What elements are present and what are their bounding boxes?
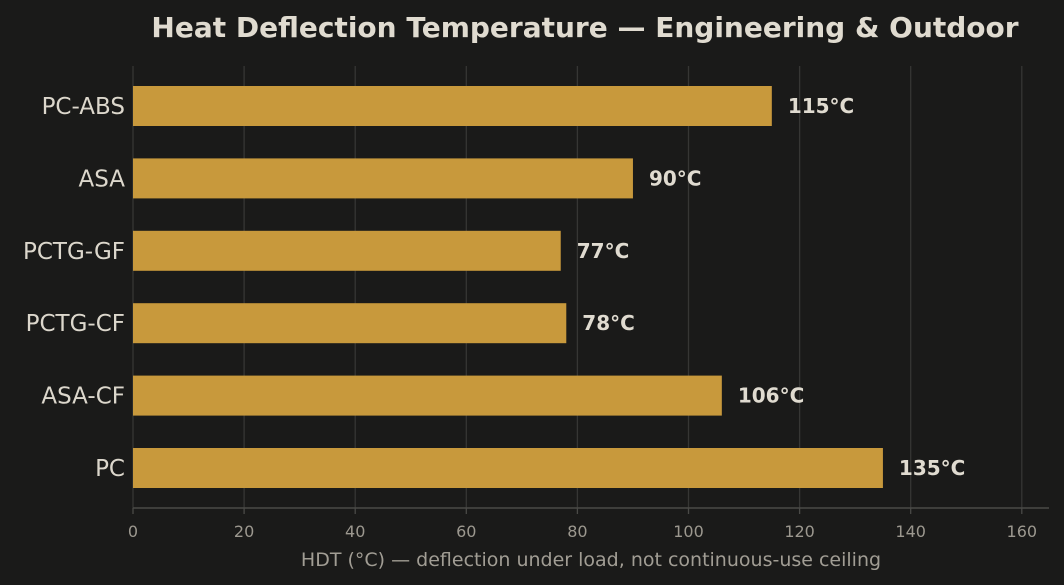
x-axis-label: HDT (°C) — deflection under load, not co…: [301, 549, 881, 571]
category-label-pctg-gf: PCTG-GF: [23, 239, 125, 265]
value-label-pctg-gf: 77°C: [577, 239, 630, 263]
bar-pc: [133, 448, 883, 488]
bar-pctg-cf: [133, 303, 567, 344]
value-label-pc-abs: 115°C: [788, 94, 854, 118]
category-label-asa: ASA: [79, 166, 126, 192]
category-label-pctg-cf: PCTG-CF: [26, 311, 125, 337]
category-labels: PC-ABS ASA PCTG-GF PCTG-CF ASA-CF PC: [23, 94, 125, 482]
bars: [133, 86, 883, 488]
x-tick-label-60: 60: [456, 522, 476, 541]
x-tick-label-0: 0: [128, 522, 138, 541]
category-label-pc-abs: PC-ABS: [42, 94, 125, 120]
value-label-asa: 90°C: [649, 166, 702, 190]
bar-asa: [133, 158, 633, 199]
value-label-pctg-cf: 78°C: [582, 311, 635, 335]
x-tick-label-160: 160: [1007, 522, 1038, 541]
x-tick-label-20: 20: [234, 522, 254, 541]
bar-pc-abs: [133, 86, 772, 126]
grid-lines: [132, 66, 1023, 508]
x-tick-label-140: 140: [895, 522, 926, 541]
chart-title: Heat Deflection Temperature — Engineerin…: [151, 11, 1018, 44]
category-label-pc: PC: [95, 456, 125, 482]
x-tick-label-40: 40: [345, 522, 365, 541]
x-tick-label-120: 120: [784, 522, 815, 541]
x-axis: 0 20 40 60 80 100 120 140 160: [128, 507, 1049, 541]
bar-asa-cf: [133, 375, 722, 416]
bar-pctg-gf: [133, 230, 561, 271]
x-tick-label-100: 100: [673, 522, 704, 541]
value-label-asa-cf: 106°C: [738, 384, 804, 408]
x-tick-label-80: 80: [567, 522, 587, 541]
value-labels: 115°C 90°C 77°C 78°C 106°C 135°C: [577, 94, 966, 480]
value-label-pc: 135°C: [899, 456, 965, 480]
category-label-asa-cf: ASA-CF: [41, 384, 125, 410]
